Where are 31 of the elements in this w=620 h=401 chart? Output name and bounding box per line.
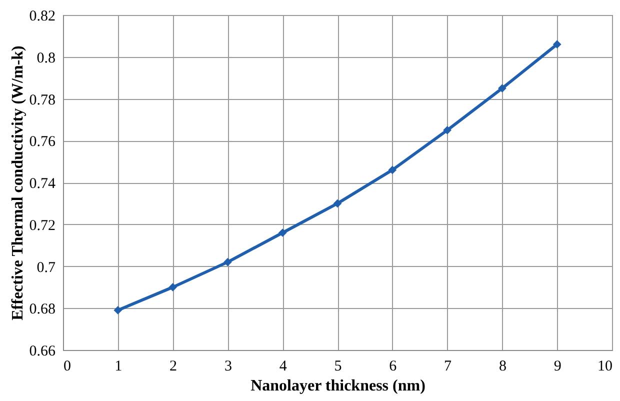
y-tick-label: 0.7	[36, 260, 56, 276]
point	[278, 228, 287, 237]
point	[333, 199, 342, 208]
y-tick-label: 0.82	[29, 8, 56, 24]
point	[388, 166, 397, 174]
point	[114, 306, 122, 314]
y-tick-label: 0.76	[29, 134, 56, 150]
point	[224, 258, 232, 266]
y-tick-label: 0.66	[29, 344, 56, 360]
x-tick-label: 6	[389, 358, 398, 374]
x-tick-label: 7	[444, 358, 452, 374]
point	[443, 126, 452, 134]
x-tick-label: 5	[334, 358, 342, 374]
y-tick-label: 0.78	[29, 92, 56, 108]
x-tick-label: 2	[170, 358, 178, 374]
x-axis-title: Nanolayer thickness (nm)	[250, 378, 426, 394]
y-tick-label: 0.72	[29, 218, 56, 234]
point	[168, 283, 177, 292]
y-tick-label: 0.74	[29, 176, 56, 192]
y-tick-label: 0.8	[36, 50, 56, 66]
y-axis-title: Effective Thermal conductivity (W/m-k)	[9, 46, 26, 320]
x-tick-label: 4	[279, 358, 288, 374]
point	[552, 40, 562, 48]
x-tick-label: 9	[554, 358, 562, 374]
point	[498, 84, 506, 92]
y-tick-label: 0.68	[29, 302, 56, 318]
x-tick-label: 10	[598, 358, 612, 374]
x-tick-label: 0	[64, 358, 71, 374]
x-tick-label: 1	[114, 358, 122, 374]
x-tick-label: 3	[224, 358, 232, 374]
x-tick-label: 8	[498, 358, 506, 374]
